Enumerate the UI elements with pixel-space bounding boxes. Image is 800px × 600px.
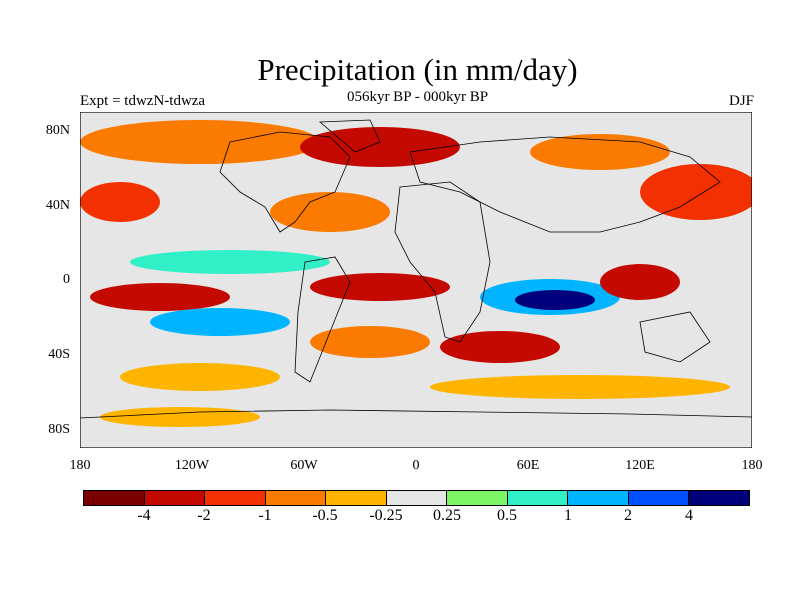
colorbar-box — [507, 491, 569, 505]
colorbar — [83, 490, 750, 506]
lon-tick-label: 60W — [290, 458, 318, 473]
colorbar-label: -4 — [137, 507, 151, 524]
colorbar-box — [447, 491, 508, 505]
colorbar-box — [386, 491, 448, 505]
anomaly-patch — [310, 273, 450, 301]
eurasia-coast — [409, 136, 721, 233]
colorbar-label: 2 — [624, 507, 632, 524]
anomaly-patch — [150, 308, 290, 336]
lon-tick-label: 120W — [174, 458, 210, 473]
precipitation-map — [80, 112, 752, 448]
colorbar-box — [326, 491, 387, 505]
colorbar-label: -2 — [197, 507, 211, 524]
north-america-coast — [219, 131, 351, 233]
lat-tick-label: 80N — [45, 123, 70, 138]
experiment-label: Expt = tdwzN-tdwza — [80, 93, 206, 109]
lon-tick-label: 120E — [625, 458, 655, 473]
anomaly-patch — [530, 134, 670, 170]
colorbar-label: -0.25 — [369, 507, 403, 524]
colorbar-label: 0.25 — [433, 507, 461, 524]
lat-tick-label: 80S — [48, 422, 70, 437]
lon-tick-label: 0 — [412, 458, 420, 473]
anomaly-patch — [120, 363, 280, 391]
colorbar-label: 4 — [685, 507, 693, 524]
lon-tick-label: 180 — [69, 458, 91, 473]
anomaly-patch — [300, 127, 460, 167]
lon-tick-label: 60E — [516, 458, 540, 473]
anomaly-patch — [80, 182, 160, 222]
anomaly-patch — [310, 326, 430, 358]
anomaly-patch — [90, 283, 230, 311]
anomaly-patch — [270, 192, 390, 232]
lon-tick-label: 180 — [741, 458, 763, 473]
season-label: DJF — [728, 93, 754, 109]
colorbar-box — [568, 491, 629, 505]
colorbar-box — [84, 491, 145, 505]
greenland-coast — [318, 119, 381, 153]
colorbar-label: -0.5 — [312, 507, 338, 524]
colorbar-box — [628, 491, 690, 505]
coastlines — [80, 119, 752, 419]
lat-tick-label: 0 — [63, 272, 70, 287]
anomaly-fields — [80, 120, 752, 427]
africa-coast — [394, 181, 491, 343]
anomaly-patch — [515, 290, 595, 310]
colorbar-box — [265, 491, 327, 505]
antarctica-coast — [80, 409, 752, 419]
lat-tick-label: 40N — [45, 198, 70, 213]
australia-coast — [639, 311, 711, 363]
anomaly-patch — [100, 407, 260, 427]
lat-tick-label: 40S — [48, 347, 70, 362]
south-america-coast — [294, 256, 351, 383]
anomaly-patch — [80, 120, 320, 164]
plot-subtitle: 056kyr BP - 000kyr BP — [346, 89, 489, 105]
colorbar-label: 1 — [564, 507, 572, 524]
plot-title: Precipitation (in mm/day) — [257, 52, 578, 87]
anomaly-patch — [600, 264, 680, 300]
colorbar-label: 0.5 — [497, 507, 517, 524]
anomaly-patch — [640, 164, 752, 220]
anomaly-patch — [430, 375, 730, 399]
colorbar-box — [205, 491, 266, 505]
anomaly-patch — [440, 331, 560, 363]
colorbar-box — [689, 491, 750, 505]
colorbar-box — [144, 491, 206, 505]
anomaly-patch — [130, 250, 330, 274]
colorbar-label: -1 — [258, 507, 272, 524]
